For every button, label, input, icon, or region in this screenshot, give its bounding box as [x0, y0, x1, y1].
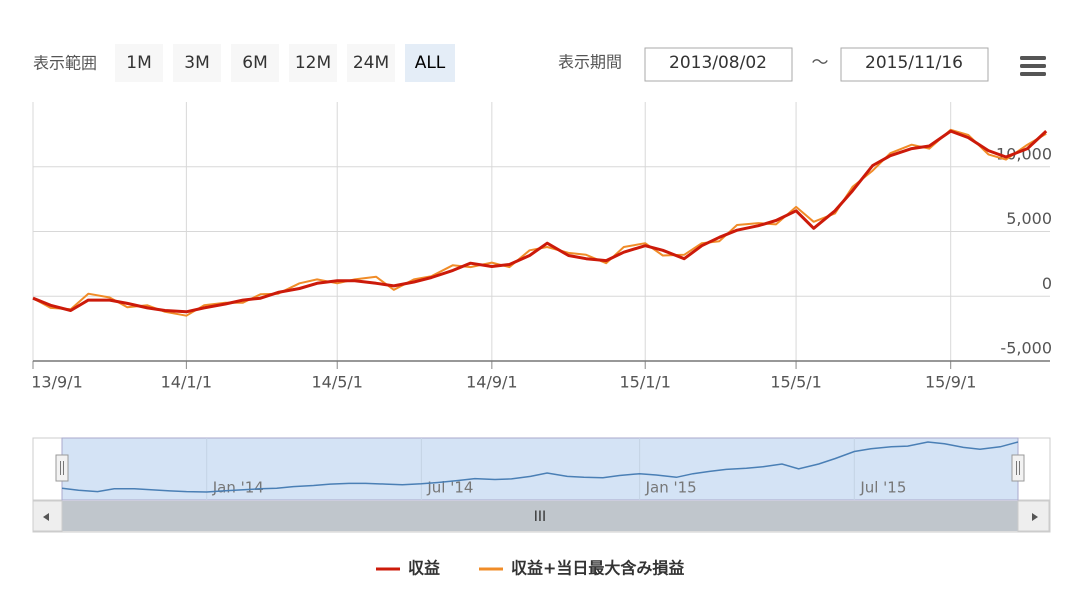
y-tick-label: 0 [1042, 274, 1052, 293]
scrollbar-grip: III [534, 509, 546, 525]
range-button[interactable] [173, 44, 221, 82]
legend-label[interactable]: 収益 [408, 559, 440, 578]
scroll-left-arrow [43, 513, 49, 521]
navigator-line [61, 441, 1019, 493]
range-button-label: 6M [242, 53, 267, 73]
range-button-label: 3M [184, 53, 209, 73]
x-tick-label: 13/9/1 [31, 373, 83, 392]
x-tick-label: 15/9/1 [925, 373, 977, 392]
menu-bar [1020, 64, 1046, 68]
y-tick-label: 10,000 [996, 144, 1052, 163]
navigator-handle[interactable] [1011, 454, 1025, 482]
navigator-mask [61, 437, 1019, 501]
x-tick-label: 14/5/1 [311, 373, 363, 392]
range-button-label: 12M [295, 53, 331, 73]
menu-button[interactable] [1020, 56, 1046, 76]
navigator-label: Jan '15 [645, 479, 697, 497]
to-input[interactable] [840, 47, 989, 82]
x-tick-label: 15/5/1 [770, 373, 822, 392]
range-button-label: 24M [353, 53, 389, 73]
navigator-label: Jan '14 [212, 479, 264, 497]
range-button[interactable] [289, 44, 337, 82]
navigator-label: Jul '15 [859, 479, 906, 497]
navigator-handle[interactable] [55, 454, 69, 482]
series-line [32, 129, 1048, 314]
x-tick-label: 14/1/1 [161, 373, 213, 392]
range-button-label: 1M [126, 53, 151, 73]
x-tick-label: 15/1/1 [619, 373, 671, 392]
scrollbar-thumb[interactable] [62, 501, 1018, 531]
legend-label[interactable]: 収益+当日最大含み損益 [511, 559, 684, 578]
to-date: 2015/11/16 [865, 53, 963, 73]
range-button-label: ALL [415, 53, 446, 73]
range-button[interactable] [347, 44, 395, 82]
range-label: 表示範囲 [33, 54, 97, 73]
y-tick-label: 5,000 [1006, 209, 1052, 228]
menu-bar [1020, 72, 1046, 76]
x-tick-label: 14/9/1 [466, 373, 518, 392]
y-tick-label: -5,000 [1000, 339, 1052, 358]
from-input[interactable] [644, 47, 793, 82]
period-label: 表示期間 [558, 53, 622, 72]
from-date: 2013/08/02 [669, 53, 767, 73]
range-button[interactable] [405, 44, 455, 82]
range-button[interactable] [231, 44, 279, 82]
scroll-right-arrow [1032, 513, 1038, 521]
period-separator: ～ [812, 53, 829, 73]
menu-bar [1020, 56, 1046, 60]
range-button[interactable] [115, 44, 163, 82]
